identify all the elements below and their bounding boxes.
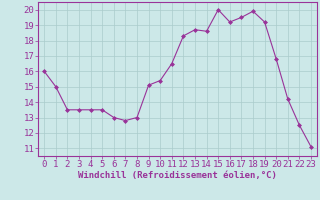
X-axis label: Windchill (Refroidissement éolien,°C): Windchill (Refroidissement éolien,°C)	[78, 171, 277, 180]
